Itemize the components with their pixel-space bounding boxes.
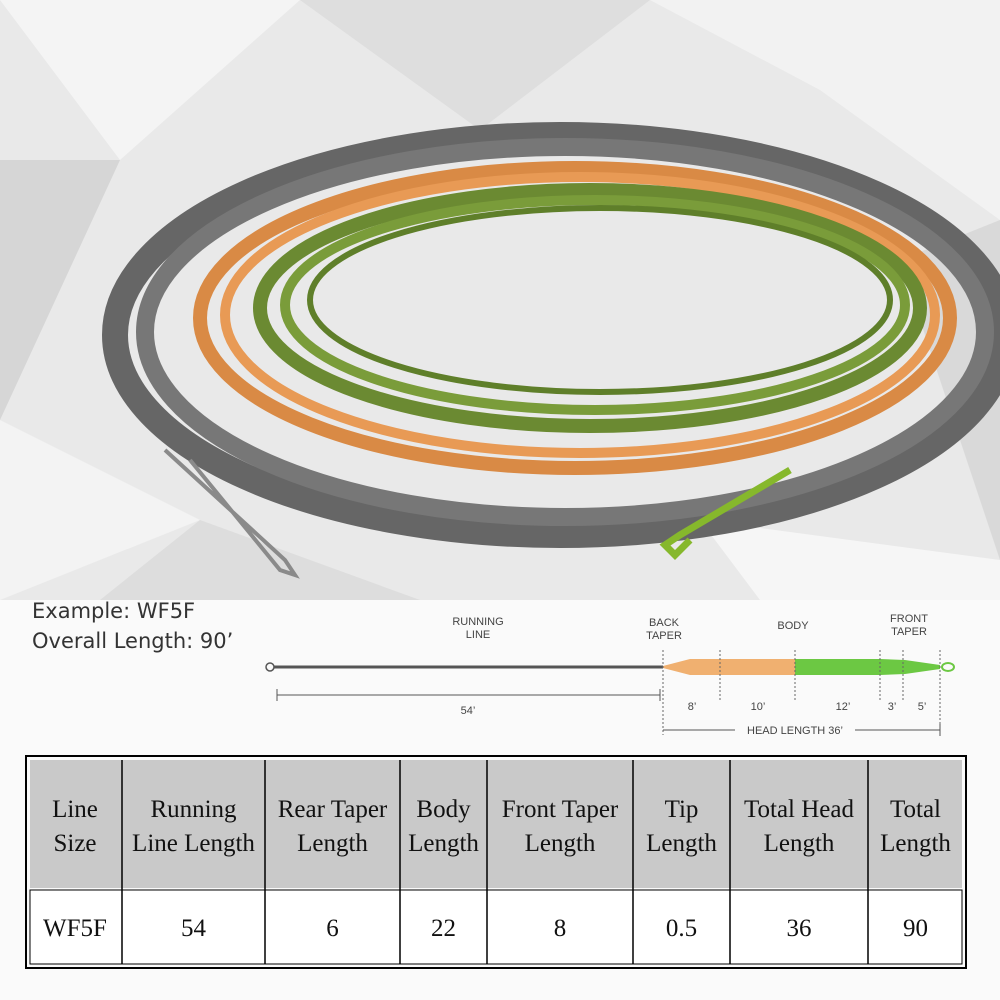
header-cell: Length [646,830,717,857]
header-cell: Line Length [132,830,255,857]
header-cell: Size [53,830,96,857]
section-label: TAPER [646,630,682,642]
section-label: BODY [777,620,809,632]
section-label: TAPER [891,626,927,638]
data-cell: 22 [431,915,456,942]
data-cell: 90 [903,915,928,942]
data-cell: 36 [787,915,812,942]
section-label: FRONT [890,613,928,625]
line-diagram [265,650,955,736]
header-cell: Total [890,796,941,823]
header-cell: Tip [665,796,699,823]
example-title: Example: WF5F [32,599,195,623]
head-length: HEAD LENGTH 36’ [747,725,843,737]
header-cell: Length [525,830,596,857]
length-label: 5’ [918,701,927,713]
header-cell: Rear Taper [278,796,388,823]
length-label: 8’ [688,701,697,713]
data-cell: WF5F [43,915,107,942]
data-cell: 54 [181,915,207,942]
header-cell: Length [880,830,951,857]
header-cell: Total Head [744,796,855,823]
section-label: LINE [466,629,490,641]
line-coil [102,122,1000,579]
data-cell: 0.5 [666,915,697,942]
header-cell: Body [416,796,471,823]
data-cell: 6 [326,915,339,942]
length-label: 10’ [751,701,766,713]
header-cell: Line [52,796,98,823]
header-cell: Running [150,796,237,823]
section-label: BACK [649,617,680,629]
data-cell: 8 [554,915,567,942]
length-label: 3’ [888,701,897,713]
header-cell: Length [764,830,835,857]
length-label: 54’ [461,705,476,717]
spec-table [25,755,967,969]
overall-length: Overall Length: 90’ [32,629,233,653]
length-label: 12’ [836,701,851,713]
header-cell: Length [297,830,368,857]
section-label: RUNNING [452,616,503,628]
header-cell: Length [408,830,479,857]
header-cell: Front Taper [502,796,619,823]
